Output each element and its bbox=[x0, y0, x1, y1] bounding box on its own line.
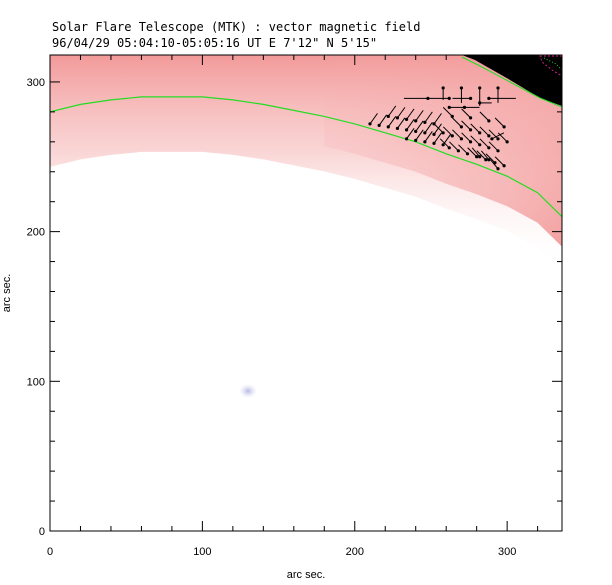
vector-arrow bbox=[470, 123, 482, 135]
vector-arrow bbox=[395, 117, 406, 130]
vector-arrow bbox=[452, 117, 464, 129]
vector-arrow bbox=[496, 86, 500, 103]
x-tick-label: 0 bbox=[47, 546, 53, 558]
intensity-shading-right bbox=[324, 55, 562, 247]
vector-arrow bbox=[395, 107, 406, 120]
x-tick-label: 300 bbox=[498, 546, 516, 558]
off-disk-edge bbox=[461, 56, 562, 108]
y-tick-label: 300 bbox=[27, 77, 45, 89]
vector-arrow bbox=[497, 132, 509, 144]
x-tick-label: 100 bbox=[193, 546, 211, 558]
vector-arrow bbox=[461, 120, 473, 132]
vector-arrow bbox=[494, 156, 506, 168]
vector-arrow bbox=[467, 147, 479, 159]
vector-arrow bbox=[462, 105, 480, 109]
vector-arrow bbox=[441, 86, 445, 100]
vector-arrow bbox=[432, 123, 442, 136]
x-axis-label: arc sec. bbox=[287, 569, 326, 581]
vector-arrow bbox=[442, 107, 454, 118]
vector-arrow bbox=[452, 129, 464, 141]
vector-arrow bbox=[414, 110, 424, 123]
x-tick-label: 200 bbox=[346, 546, 364, 558]
vector-arrow bbox=[470, 135, 482, 147]
faint-spot bbox=[239, 384, 257, 398]
off-disk-region bbox=[462, 55, 562, 106]
vector-arrow bbox=[428, 96, 451, 101]
vector-arrow bbox=[404, 119, 415, 132]
vector-arrow bbox=[476, 150, 488, 162]
vector-arrow bbox=[447, 105, 465, 109]
axis-ticks: 0 100 200 300 0 100 200 300 bbox=[27, 55, 562, 558]
vector-arrow bbox=[433, 123, 445, 135]
vector-arrow bbox=[404, 128, 415, 141]
vector-arrow bbox=[439, 138, 451, 150]
vector-arrow bbox=[478, 86, 482, 106]
vector-arrow bbox=[494, 117, 506, 129]
vector-arrows bbox=[368, 86, 516, 171]
vector-arrow bbox=[490, 159, 500, 171]
limb-curve bbox=[50, 96, 562, 218]
vector-arrow bbox=[386, 105, 397, 118]
vector-arrow bbox=[423, 122, 433, 135]
vector-arrow bbox=[432, 132, 442, 145]
vector-arrow bbox=[479, 111, 491, 123]
chart-title: Solar Flare Telescope (MTK) : vector mag… bbox=[52, 20, 420, 34]
vector-arrow bbox=[479, 138, 491, 150]
y-axis-label: arc sec. bbox=[1, 274, 13, 313]
y-tick-label: 100 bbox=[27, 376, 45, 388]
vector-arrow bbox=[414, 120, 424, 133]
vector-arrow bbox=[461, 108, 473, 120]
vector-arrow bbox=[488, 141, 500, 153]
vector-arrow bbox=[490, 132, 505, 141]
vector-arrow bbox=[423, 131, 433, 144]
vector-arrow bbox=[386, 116, 397, 129]
vector-arrow bbox=[449, 141, 460, 153]
vector-arrow bbox=[403, 96, 430, 101]
plot-area bbox=[50, 55, 562, 531]
vector-arrow bbox=[414, 129, 424, 142]
plot-frame bbox=[49, 54, 563, 532]
y-tick-label: 200 bbox=[27, 227, 45, 239]
vector-arrow bbox=[480, 150, 491, 162]
vector-arrow bbox=[487, 96, 516, 101]
vector-arrow bbox=[458, 144, 470, 156]
y-tick-label: 0 bbox=[39, 526, 45, 538]
vector-arrow bbox=[368, 113, 378, 126]
vector-arrow bbox=[404, 108, 415, 121]
vector-arrow bbox=[479, 126, 491, 138]
vector-arrow bbox=[442, 126, 454, 138]
vector-arrow bbox=[461, 132, 473, 144]
vector-arrow bbox=[423, 111, 433, 124]
vector-arrow bbox=[377, 114, 388, 127]
vector-arrow bbox=[459, 86, 464, 103]
vector-arrow bbox=[488, 129, 500, 141]
chart-subtitle: 96/04/29 05:04:10-05:05:16 UT E 7'12" N … bbox=[52, 36, 377, 50]
vector-arrow bbox=[471, 147, 482, 159]
